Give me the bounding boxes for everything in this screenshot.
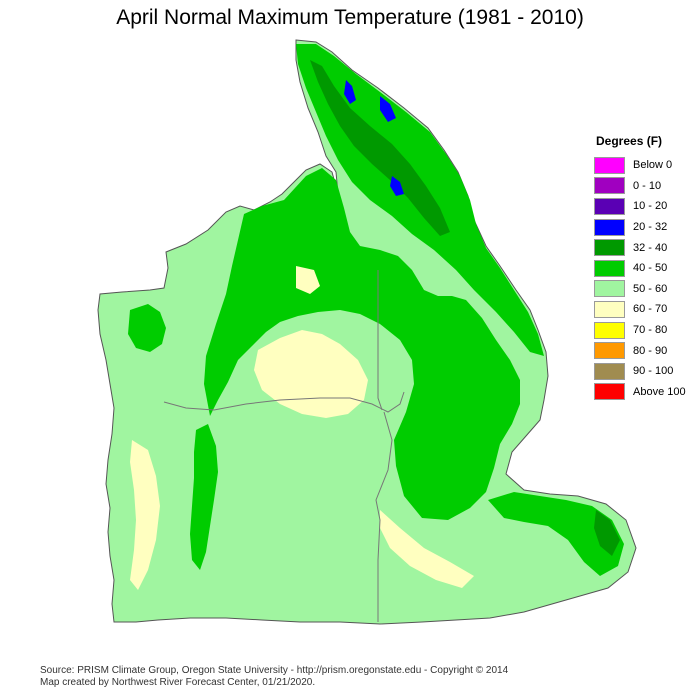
legend-item: Below 0	[594, 155, 700, 176]
region-32-40-wallowa	[594, 510, 620, 556]
legend-swatch	[594, 197, 625, 215]
legend-item: 10 - 20	[594, 196, 700, 217]
region-60-70-yakima	[296, 266, 320, 294]
legend-label: 40 - 50	[633, 262, 668, 275]
legend-item: 20 - 32	[594, 217, 700, 238]
region-40-50-oregon-cascades	[190, 424, 218, 570]
region-60-70-willamette	[130, 440, 160, 590]
legend-label: 90 - 100	[633, 365, 674, 378]
source-credit: Source: PRISM Climate Group, Oregon Stat…	[40, 665, 509, 676]
legend-swatch	[594, 218, 625, 236]
region-60-70-columbia-basin	[254, 330, 368, 418]
region-40-50-blue-mtns	[488, 492, 624, 576]
legend-swatch	[594, 259, 625, 277]
state-border-wa-id	[377, 270, 383, 411]
region-40-50-olympics	[128, 304, 166, 352]
legend-label: 10 - 20	[633, 200, 668, 213]
legend-label: 20 - 32	[633, 221, 668, 234]
legend-item: 60 - 70	[594, 299, 700, 320]
legend-item: Above 100	[594, 382, 700, 403]
legend-title: Degrees (F)	[596, 134, 663, 148]
legend-label: Above 100	[633, 385, 686, 398]
region-60-70-snake-plain	[380, 510, 474, 588]
legend-label: 80 - 90	[633, 344, 668, 357]
legend-label: Below 0	[633, 159, 673, 172]
region-40-50-cascades	[204, 168, 520, 520]
legend-swatch	[594, 321, 625, 339]
state-border-or-id	[375, 411, 393, 622]
legend-label: 70 - 80	[633, 324, 668, 337]
legend-items: Below 0 0 - 10 10 - 20 20 - 32 32 - 40 40 - 5…	[594, 155, 700, 402]
legend-item: 70 - 80	[594, 320, 700, 341]
region-20-32-peaks-3	[390, 176, 404, 196]
legend-swatch	[594, 383, 625, 401]
map-title: April Normal Maximum Temperature (1981 -…	[116, 6, 584, 29]
region-20-32-peaks	[344, 80, 356, 104]
legend-item: 50 - 60	[594, 279, 700, 300]
legend: Degrees (F) Below 0 0 - 10 10 - 20 20 - 32 3…	[594, 134, 700, 402]
legend-item: 0 - 10	[594, 176, 700, 197]
legend-swatch	[594, 239, 625, 257]
legend-swatch	[594, 280, 625, 298]
legend-swatch	[594, 177, 625, 195]
legend-swatch	[594, 362, 625, 380]
legend-swatch	[594, 300, 625, 318]
region-20-32-peaks-2	[380, 96, 396, 122]
legend-item: 90 - 100	[594, 361, 700, 382]
legend-label: 60 - 70	[633, 303, 668, 316]
map-credit: Map created by Northwest River Forecast …	[40, 677, 316, 688]
legend-label: 0 - 10	[633, 179, 662, 192]
legend-item: 32 - 40	[594, 237, 700, 258]
legend-swatch	[594, 342, 625, 360]
footer: Source: PRISM Climate Group, Oregon Stat…	[40, 665, 508, 689]
legend-label: 50 - 60	[633, 282, 668, 295]
legend-item: 40 - 50	[594, 258, 700, 279]
legend-swatch	[594, 156, 625, 174]
legend-label: 32 - 40	[633, 241, 668, 254]
legend-item: 80 - 90	[594, 340, 700, 361]
region-32-40-peaks	[310, 60, 450, 236]
state-border-wa-or	[163, 391, 405, 413]
